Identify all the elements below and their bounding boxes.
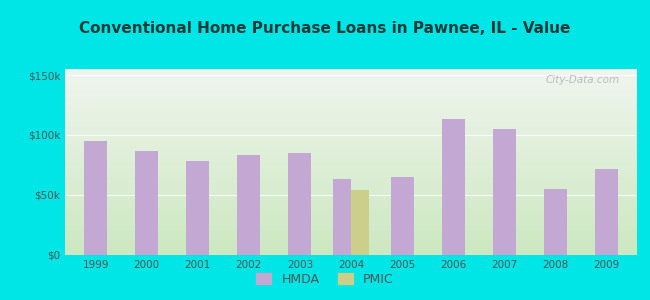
Bar xyxy=(333,179,351,255)
Bar xyxy=(544,189,567,255)
Legend: HMDA, PMIC: HMDA, PMIC xyxy=(252,268,398,291)
Bar xyxy=(595,169,618,255)
Bar xyxy=(391,177,413,255)
Bar xyxy=(493,129,515,255)
Text: Conventional Home Purchase Loans in Pawnee, IL - Value: Conventional Home Purchase Loans in Pawn… xyxy=(79,21,571,36)
Bar xyxy=(289,153,311,255)
Bar xyxy=(135,151,158,255)
Bar xyxy=(351,190,369,255)
Text: City-Data.com: City-Data.com xyxy=(546,75,620,85)
Bar xyxy=(84,141,107,255)
Bar xyxy=(237,155,261,255)
Bar xyxy=(187,161,209,255)
Bar xyxy=(441,119,465,255)
